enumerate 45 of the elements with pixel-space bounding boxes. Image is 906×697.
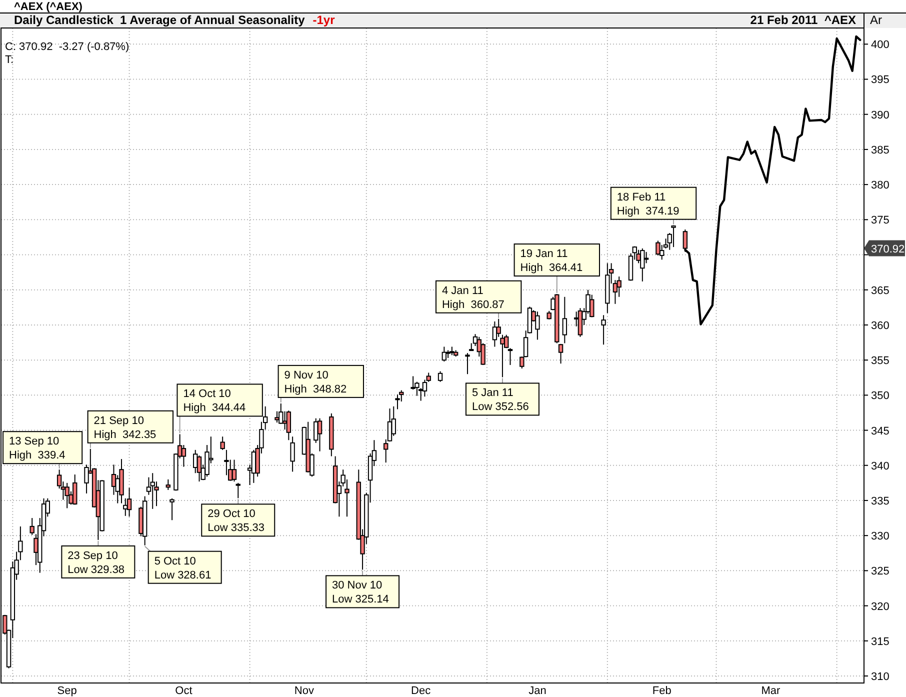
- text: 370.92: [871, 243, 905, 256]
- x-tick-label: Feb: [652, 685, 672, 697]
- text: Ar: [870, 13, 882, 27]
- x-tick-label: Sep: [57, 685, 77, 697]
- annotation: 21 Sep 10 High 342.35: [94, 414, 156, 441]
- y-tick-label: 345: [871, 425, 890, 438]
- annotation: 19 Jan 11 High 364.41: [520, 248, 583, 274]
- annotation: 29 Oct 10 Low 335.33: [208, 508, 265, 534]
- y-tick-label: 365: [871, 284, 890, 297]
- y-tick-label: 340: [871, 460, 890, 472]
- y-tick-label: 325: [871, 566, 890, 578]
- y-tick-label: 400: [871, 39, 890, 52]
- annotation: 4 Jan 11 High 360.87: [442, 284, 504, 311]
- x-tick-label: Oct: [175, 685, 192, 697]
- annotation: C: 370.92 -3.27 (-0.87%): [5, 41, 130, 53]
- annotation: 5 Jan 11 Low 352.56: [472, 387, 529, 414]
- x-tick-label: Mar: [761, 685, 781, 697]
- y-tick-label: 355: [871, 355, 890, 368]
- annotation: 14 Oct 10 High 344.44: [183, 388, 246, 414]
- y-tick-label: 385: [871, 144, 890, 156]
- y-tick-label: 395: [871, 74, 890, 86]
- y-tick-label: 320: [871, 600, 890, 613]
- annotation: T:: [5, 54, 14, 66]
- x-tick-label: Dec: [411, 685, 432, 697]
- text: 21 Feb 2011 ^AEX: [750, 13, 856, 27]
- annotation: 30 Nov 10 Low 325.14: [332, 580, 389, 606]
- x-tick-label: Nov: [294, 685, 314, 697]
- x-tick-label: Jan: [528, 685, 546, 697]
- y-tick-label: 350: [871, 390, 890, 402]
- chart-title: ^AEX (^AEX): [14, 1, 83, 13]
- y-tick-label: 315: [871, 636, 890, 648]
- annotation: 18 Feb 11 High 374.19: [616, 191, 680, 218]
- y-tick-label: 380: [871, 180, 890, 192]
- text: -1yr: [312, 13, 336, 27]
- chart-subtitle: Daily Candlestick 1 Average of Annual Seasonality: [14, 13, 306, 27]
- y-tick-label: 335: [871, 495, 890, 508]
- y-tick-label: 360: [871, 320, 890, 332]
- annotation: 13 Sep 10 High 339.4: [9, 436, 66, 462]
- annotation: 23 Sep 10 Low 329.38: [68, 550, 125, 576]
- y-tick-label: 375: [871, 214, 890, 227]
- y-tick-label: 310: [871, 670, 890, 683]
- annotation: 9 Nov 10 High 348.82: [284, 369, 347, 396]
- annotation: 5 Oct 10 Low 328.61: [154, 555, 212, 582]
- y-tick-label: 330: [871, 530, 890, 543]
- y-tick-label: 390: [871, 109, 890, 122]
